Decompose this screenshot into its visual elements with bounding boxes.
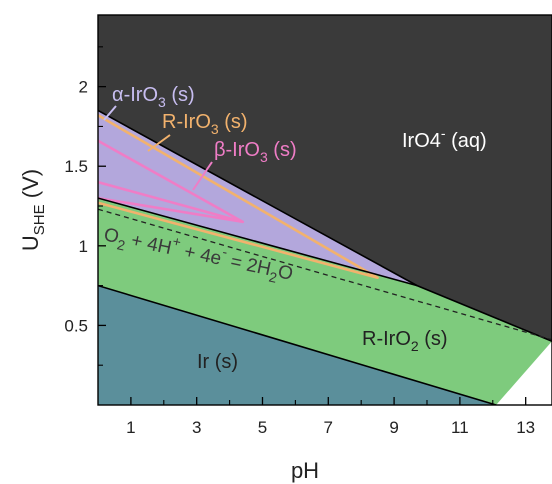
x-tick-label: 7 xyxy=(324,418,333,437)
y-tick-label: 1 xyxy=(79,237,88,256)
alpha-iro3-leader xyxy=(103,105,117,121)
label-r-iro2: R-IrO2 (s) xyxy=(362,328,448,354)
phase-lines xyxy=(98,109,552,405)
region-iro4-aq xyxy=(98,15,552,342)
x-tick-label: 9 xyxy=(389,418,398,437)
label-iro4-aq: IrO4- (aq) xyxy=(402,125,487,152)
label-r-iro3: R-IrO3 (s) xyxy=(162,111,248,137)
r-iro3-boundary-line xyxy=(98,114,379,280)
x-axis-title: pH xyxy=(291,458,319,483)
region-labels: IrO4- (aq) R-IrO2 (s) Ir (s) α-IrO3 (s)R-Ir… xyxy=(102,84,487,373)
ir-iro2-boundary xyxy=(98,284,497,405)
y-tick-label: 0.5 xyxy=(64,316,88,335)
beta-iro3-inner-line xyxy=(98,196,244,224)
x-tick-label: 5 xyxy=(258,418,267,437)
x-tick-label: 1 xyxy=(126,418,135,437)
water-oxidation-line xyxy=(98,208,552,341)
y-tick-label: 2 xyxy=(79,78,88,97)
beta-iro3-leader xyxy=(192,161,213,191)
label-alpha-iro3: α-IrO3 (s) xyxy=(112,84,195,110)
iro3-iro2-boundary xyxy=(98,197,418,287)
x-tick-label: 11 xyxy=(451,418,469,437)
x-tick-label: 3 xyxy=(192,418,201,437)
y-axis-title: USHE (V) xyxy=(18,169,48,251)
r-iro3-leader xyxy=(147,134,171,152)
label-ir: Ir (s) xyxy=(197,351,238,373)
plot-frame xyxy=(97,14,552,406)
x-tick-label: 13 xyxy=(516,418,535,437)
y-tick-label: 1.5 xyxy=(64,157,88,176)
label-beta-iro3: β-IrO3 (s) xyxy=(214,139,297,165)
